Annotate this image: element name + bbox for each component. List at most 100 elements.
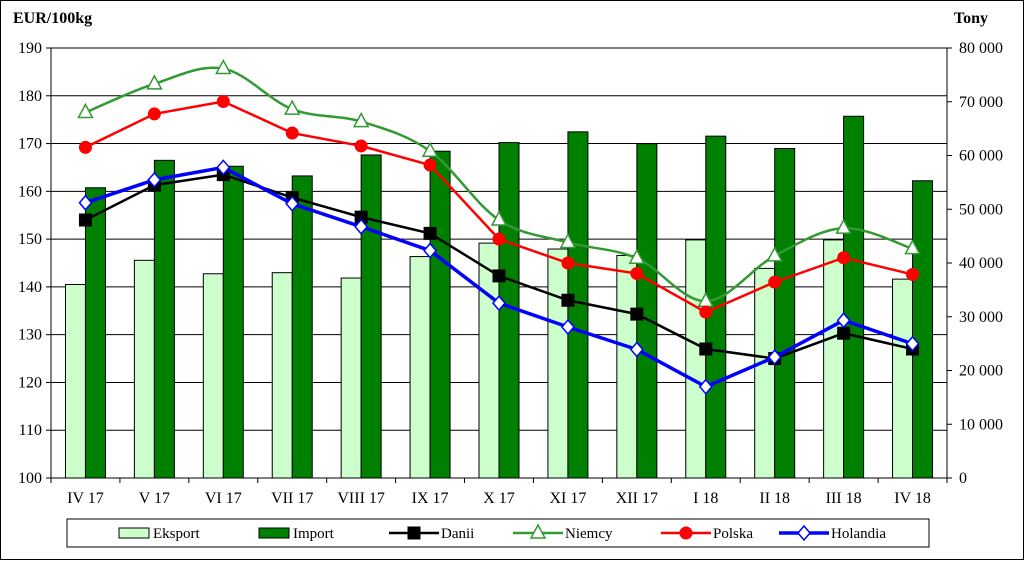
legend-label-danii: Danii (441, 526, 474, 542)
point-danii (837, 326, 851, 340)
point-niemcy (77, 102, 94, 119)
bar-import (291, 175, 313, 479)
point-holandia (492, 294, 506, 312)
left-tick-label: 190 (18, 40, 42, 57)
legend-marker-niemcy (529, 523, 547, 539)
x-tick-label: I 18 (693, 490, 718, 507)
left-tick-label: 150 (18, 231, 42, 248)
point-danii (561, 293, 575, 307)
point-danii (78, 213, 92, 227)
bar-eksport (202, 273, 224, 479)
bar-import (774, 148, 796, 479)
point-holandia (629, 341, 644, 358)
bar-eksport (892, 278, 914, 479)
right-tick-label: 40 000 (959, 255, 1003, 272)
left-tick-label: 160 (18, 183, 42, 200)
right-tick-label: 70 000 (959, 94, 1003, 111)
left-tick-label: 140 (18, 279, 42, 296)
point-polska (906, 267, 920, 281)
point-niemcy (215, 58, 232, 75)
bar-import (843, 115, 865, 479)
point-holandia (354, 218, 369, 235)
right-tick-label: 20 000 (959, 363, 1003, 380)
point-holandia (78, 194, 93, 211)
legend-label-holandia: Holandia (831, 526, 886, 542)
lines (77, 58, 921, 395)
bar-import (912, 180, 934, 479)
right-tick-label: 10 000 (959, 416, 1003, 433)
left-tick-label: 170 (18, 136, 42, 153)
legend: Eksport Import Danii Niemcy Polska Holandia (66, 518, 930, 548)
legend-swatch-import (258, 527, 290, 539)
point-danii (492, 269, 506, 283)
point-holandia (216, 159, 231, 176)
point-holandia (560, 318, 575, 336)
x-tick-label: IV 18 (894, 490, 931, 507)
legend-label-niemcy: Niemcy (565, 526, 613, 542)
point-holandia (423, 242, 438, 259)
point-danii (423, 226, 437, 240)
right-tick-label: 80 000 (959, 40, 1003, 57)
point-niemcy (628, 248, 646, 264)
right-axis-title: Tony (954, 10, 988, 27)
bar-import (84, 187, 106, 479)
point-niemcy (352, 111, 370, 128)
point-polska (147, 107, 161, 121)
right-tick-label: 60 000 (959, 148, 1003, 165)
point-niemcy (283, 99, 301, 115)
point-danii (699, 342, 713, 356)
point-polska (561, 256, 575, 270)
point-holandia (767, 348, 782, 366)
left-tick-label: 130 (18, 327, 42, 344)
point-polska (837, 251, 851, 265)
x-tick-label: IV 17 (67, 490, 104, 507)
x-tick-label: V 17 (139, 490, 170, 507)
bar-import (429, 150, 451, 479)
legend-marker-holandia (797, 524, 811, 542)
x-tick-label: VI 17 (205, 490, 242, 507)
left-tick-label: 180 (18, 88, 42, 105)
point-holandia (147, 171, 162, 189)
bar-eksport (685, 239, 707, 479)
legend-label-eksport: Eksport (153, 526, 200, 542)
legend-label-polska: Polska (713, 526, 753, 542)
bar-eksport (133, 259, 155, 479)
legend-label-import: Import (293, 526, 335, 542)
point-polska (423, 158, 437, 172)
point-holandia (836, 312, 851, 329)
bar-eksport (616, 254, 638, 479)
left-tick-label: 110 (19, 422, 42, 439)
point-holandia (698, 378, 713, 395)
x-tick-label: III 18 (826, 490, 862, 507)
bar-eksport (271, 272, 293, 479)
bar-import (153, 159, 175, 479)
x-tick-label: IX 17 (412, 490, 449, 507)
legend-swatch-eksport (118, 527, 150, 539)
bar-eksport (823, 239, 845, 479)
point-niemcy (766, 246, 783, 262)
point-polska (492, 232, 506, 246)
point-niemcy (490, 210, 508, 226)
point-polska (285, 126, 299, 140)
bar-eksport (409, 256, 431, 479)
point-niemcy (835, 218, 852, 234)
point-polska (699, 305, 713, 319)
point-holandia (905, 335, 920, 352)
bar-eksport (754, 267, 776, 479)
x-tick-label: XI 17 (549, 490, 586, 507)
point-danii (630, 307, 644, 321)
bar-import (360, 154, 382, 479)
point-polska (630, 267, 644, 281)
point-niemcy (421, 141, 439, 157)
axes: 100 110 120 130 140 150 160 170 180 190 0 10 000 20 … (18, 40, 1003, 507)
bar-eksport (340, 277, 362, 479)
right-tick-label: 50 000 (959, 201, 1003, 218)
right-tick-label: 30 000 (959, 309, 1003, 326)
point-niemcy (559, 232, 577, 249)
point-niemcy (146, 74, 163, 90)
point-polska (354, 139, 368, 153)
point-niemcy (904, 239, 921, 255)
point-holandia (285, 195, 300, 212)
